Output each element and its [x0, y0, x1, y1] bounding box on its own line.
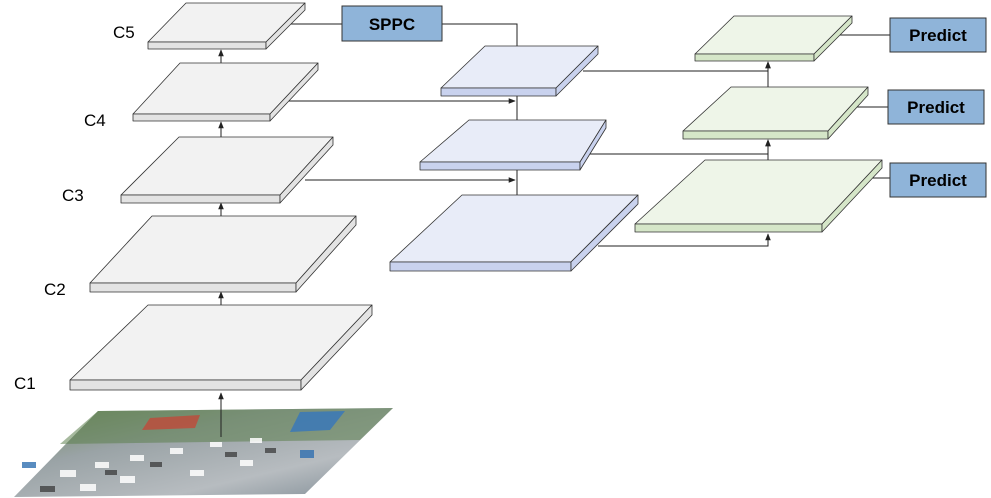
backbone-labels: C1 C2 C3 C4 C5: [14, 23, 135, 393]
input-image: [14, 408, 393, 497]
plate-c3: [120, 136, 334, 204]
arrow-neck3-head3: [598, 233, 771, 247]
neck-plate-mid: [419, 119, 607, 171]
plate-c2: [89, 215, 357, 293]
label-c3: C3: [62, 186, 84, 205]
label-c4: C4: [84, 111, 106, 130]
neck-plate-top: [440, 45, 599, 97]
predict-label: Predict: [909, 26, 967, 45]
predict-box-3: Predict: [889, 162, 987, 198]
sppc-label: SPPC: [369, 15, 415, 34]
head-plate-bottom: [634, 159, 883, 233]
label-c5: C5: [113, 23, 135, 42]
plate-c1: [69, 304, 373, 391]
head-plate-top: [694, 15, 853, 62]
predict-box-rect: [887, 89, 985, 125]
plate-c4: [132, 62, 319, 122]
plate-c5: [147, 2, 306, 50]
predict-label: Predict: [909, 171, 967, 190]
arrow-neck2-head2: [580, 139, 771, 155]
sppc-box: SPPC: [341, 5, 443, 42]
head: [634, 15, 883, 233]
predict-boxes: Predict Predict Predict: [887, 17, 987, 198]
predict-box-2: Predict: [887, 89, 985, 125]
predict-box-rect: [889, 162, 987, 198]
sppc-box-rect: [341, 5, 443, 42]
head-plate-mid: [682, 86, 869, 140]
predict-label: Predict: [907, 98, 965, 117]
neck: [389, 45, 639, 272]
arrow-neck1-head1: [583, 61, 771, 72]
neck-plate-bottom: [389, 194, 639, 272]
predict-box-rect: [889, 17, 987, 53]
predict-box-1: Predict: [889, 17, 987, 53]
label-c1: C1: [14, 374, 36, 393]
label-c2: C2: [44, 280, 66, 299]
backbone: [69, 2, 373, 391]
